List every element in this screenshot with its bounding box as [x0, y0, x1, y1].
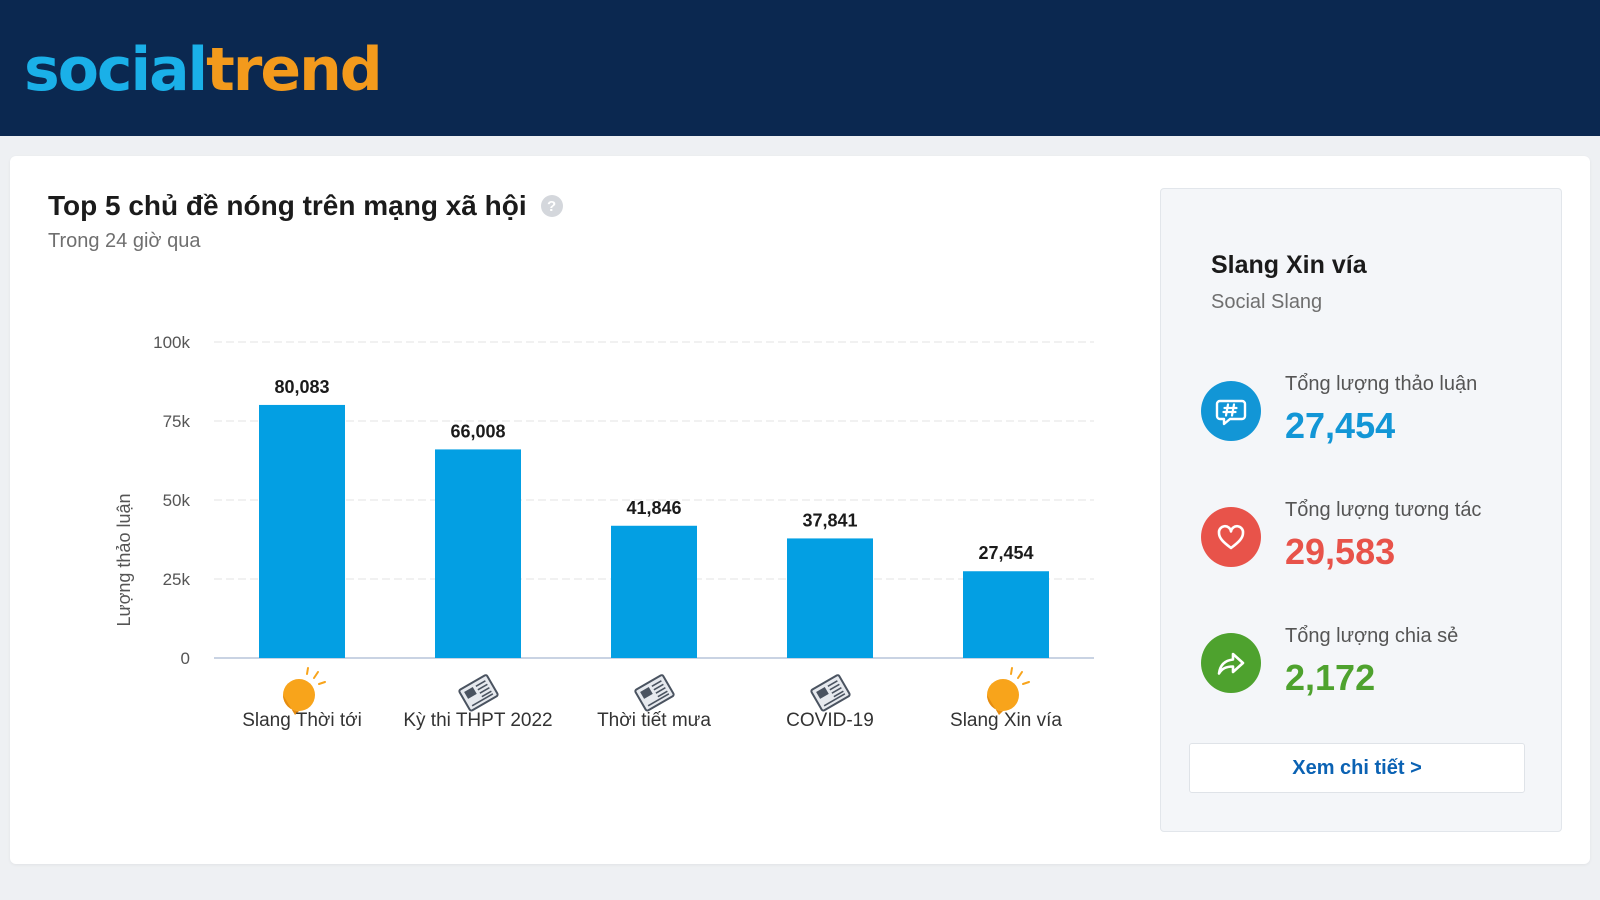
card-title-text: Top 5 chủ đề nóng trên mạng xã hội [48, 190, 527, 221]
bar[interactable] [963, 571, 1049, 658]
hashtag-chat-icon [1201, 381, 1261, 441]
help-icon[interactable]: ? [540, 195, 563, 217]
y-axis-label: Lượng thảo luận [114, 494, 134, 627]
bar[interactable] [259, 404, 345, 658]
bar-value-label: 80,083 [274, 377, 329, 397]
x-tick-label: Thời tiết mưa [597, 710, 711, 731]
heart-icon [1201, 507, 1261, 567]
newspaper-icon [810, 674, 851, 712]
stat-shares: Tổng lượng chia sẻ 2,172 [1201, 625, 1541, 725]
stat-label: Tổng lượng chia sẻ [1285, 625, 1459, 647]
x-tick-label: Slang Xin vía [950, 710, 1062, 731]
bar[interactable] [611, 525, 697, 658]
y-tick-label: 100k [153, 333, 190, 352]
bar-value-label: 37,841 [802, 510, 857, 530]
x-tick-label: COVID-19 [786, 710, 874, 731]
stat-discussions: Tổng lượng thảo luận 27,454 [1201, 373, 1541, 473]
top-bar: socialtrend [0, 0, 1600, 136]
y-tick-label: 75k [163, 412, 191, 431]
y-tick-label: 0 [181, 649, 190, 668]
y-tick-label: 50k [163, 491, 191, 510]
stat-value: 2,172 [1285, 657, 1376, 698]
stat-interactions: Tổng lượng tương tác 29,583 [1201, 499, 1541, 599]
panel-title: Slang Xin vía [1211, 251, 1367, 279]
logo-trend-text: trend [206, 35, 383, 105]
bar-value-label: 27,454 [978, 543, 1033, 563]
socialtrend-logo[interactable]: socialtrend [24, 40, 383, 100]
bar-value-label: 41,846 [626, 498, 681, 518]
hot-topics-card: Top 5 chủ đề nóng trên mạng xã hội ? Tro… [10, 156, 1590, 864]
stat-value: 27,454 [1285, 405, 1396, 446]
stat-label: Tổng lượng thảo luận [1285, 373, 1478, 395]
logo-social-text: social [24, 35, 208, 105]
bar[interactable] [435, 449, 521, 658]
x-tick-label: Slang Thời tới [242, 710, 362, 731]
share-icon [1201, 633, 1261, 693]
newspaper-icon [634, 674, 675, 712]
stat-value: 29,583 [1285, 531, 1396, 572]
y-tick-label: 25k [163, 570, 191, 589]
view-details-button[interactable]: Xem chi tiết > [1189, 743, 1525, 793]
bar-chart: 0 25k 50k 75k 100k 80,083 Slang Thời tới 66,008… [114, 333, 1094, 731]
card-title: Top 5 chủ đề nóng trên mạng xã hội ? [48, 190, 563, 222]
topic-detail-panel: Slang Xin vía Social Slang Tổng lượng th… [1160, 188, 1562, 832]
sun-icon [283, 667, 326, 715]
sun-icon [987, 667, 1030, 715]
newspaper-icon [458, 674, 499, 712]
card-subtitle: Trong 24 giờ qua [48, 230, 201, 252]
stat-label: Tổng lượng tương tác [1285, 499, 1482, 521]
x-tick-label: Kỳ thi THPT 2022 [403, 710, 552, 731]
bar[interactable] [787, 538, 873, 658]
bar-value-label: 66,008 [450, 421, 505, 441]
panel-subtitle: Social Slang [1211, 291, 1323, 313]
